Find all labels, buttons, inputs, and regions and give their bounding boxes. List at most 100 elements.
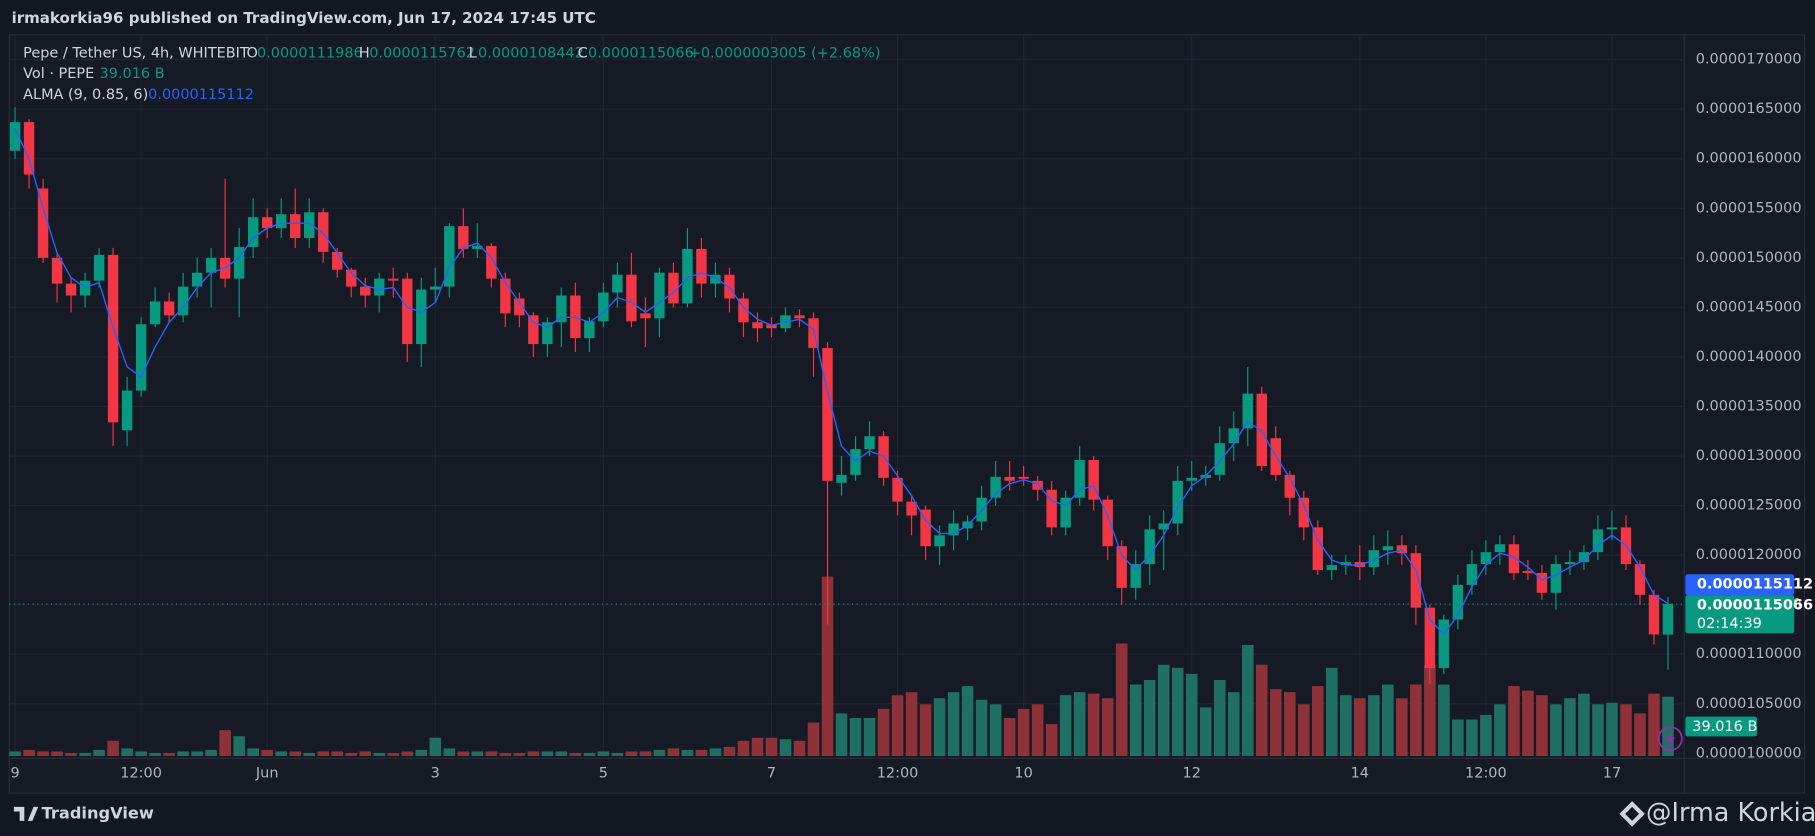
candle-body	[1508, 544, 1520, 573]
candle-body	[346, 269, 357, 287]
candle-body	[500, 278, 511, 314]
publish-info: irmakorkia96 published on TradingView.co…	[12, 9, 596, 27]
legend-high: 0.0000115762	[369, 45, 475, 61]
y-tick-label: 0.0000125000	[1696, 498, 1802, 514]
volume-bar	[891, 695, 904, 756]
y-tick-label: 0.0000105000	[1696, 696, 1802, 712]
y-tick-label: 0.0000170000	[1696, 52, 1802, 68]
volume-bar	[1227, 692, 1240, 756]
candle-body	[598, 292, 609, 322]
volume-bar	[1213, 679, 1226, 756]
candle-body	[1284, 474, 1295, 498]
volume-bar	[415, 749, 428, 756]
volume-bar	[765, 737, 778, 756]
volume-bar	[1059, 695, 1072, 756]
volume-bar	[1283, 692, 1296, 756]
candle-body	[1662, 604, 1674, 635]
candle-body	[906, 501, 917, 516]
volume-bar	[1171, 667, 1184, 756]
volume-bar	[37, 751, 49, 756]
countdown: 02:14:39	[1697, 616, 1762, 632]
volume-bar	[1354, 698, 1366, 756]
candle-body	[177, 286, 189, 316]
volume-bar	[121, 748, 133, 756]
volume-bar	[1143, 679, 1156, 756]
volume-bar	[807, 722, 820, 756]
volume-bar	[779, 739, 792, 756]
volume-bar	[905, 692, 918, 756]
candle-body	[486, 245, 497, 279]
volume-bar	[1410, 684, 1422, 756]
volume-bar	[1522, 690, 1534, 756]
legend-change: +0.0000003005 (+2.68%)	[689, 45, 881, 61]
volume-bar	[709, 748, 722, 756]
volume-bar	[443, 748, 456, 756]
candle-body	[275, 214, 287, 229]
y-tick-label: 0.0000120000	[1696, 547, 1802, 563]
candle-body	[1242, 393, 1253, 429]
candle-body	[1494, 544, 1506, 553]
candle-body	[1564, 562, 1576, 565]
candle-body	[1102, 499, 1113, 547]
volume-bar	[1017, 708, 1030, 756]
volume-bar	[1340, 695, 1352, 756]
volume-bar	[1592, 704, 1604, 756]
candle-body	[360, 286, 371, 296]
candle-body	[1424, 607, 1436, 669]
volume-bar	[23, 749, 35, 756]
candle-body	[920, 509, 931, 547]
volume-bar	[1003, 717, 1016, 756]
volume-title: Vol · PEPE	[23, 66, 94, 82]
candle-body	[261, 217, 273, 229]
volume-bar	[1185, 673, 1198, 756]
candle-body	[65, 283, 77, 296]
volume-bar	[1101, 698, 1114, 756]
volume-bar	[1634, 713, 1646, 756]
volume-bar	[989, 704, 1002, 756]
volume-bar	[51, 751, 63, 756]
volume-bar	[863, 717, 876, 756]
candle-body	[724, 274, 735, 299]
volume-bar	[485, 751, 498, 756]
volume-bar	[1297, 704, 1310, 756]
brand: TradingView	[42, 803, 154, 822]
candle-body	[1340, 562, 1352, 566]
candle-body	[402, 278, 413, 345]
close-tag-text: 0.0000115066	[1697, 598, 1813, 614]
candle-body	[626, 274, 637, 322]
volume-bar	[1648, 693, 1660, 756]
y-tick-label: 0.0000135000	[1696, 398, 1802, 414]
legend-letter: H	[359, 45, 370, 61]
volume-bars	[9, 576, 1674, 756]
candle-body	[1326, 565, 1338, 571]
volume-bar	[149, 752, 161, 756]
candle-body	[233, 246, 245, 279]
alert-icon[interactable]	[1657, 726, 1683, 752]
candle-body	[107, 254, 119, 423]
candle-body	[1438, 619, 1450, 669]
volume-bar	[737, 740, 750, 756]
volume-bar	[1536, 695, 1548, 756]
candle-body	[1228, 428, 1239, 444]
volume-bar	[1199, 707, 1212, 756]
y-tick-label: 0.0000140000	[1696, 349, 1802, 365]
volume-bar	[877, 708, 890, 756]
candle-body	[1368, 550, 1380, 568]
candle-body	[163, 301, 175, 316]
volume-bar	[65, 752, 77, 756]
x-tick-label: 9	[10, 765, 19, 781]
volume-bar	[317, 751, 330, 756]
candle-body	[1480, 552, 1492, 565]
volume-bar	[583, 752, 596, 756]
alert-bolt	[1665, 730, 1675, 748]
volume-bar	[1550, 704, 1562, 756]
close-tag	[1685, 595, 1795, 634]
candle-body	[1550, 564, 1562, 593]
alma-title: ALMA (9, 0.85, 6)	[23, 87, 148, 103]
y-tick-label: 0.0000130000	[1696, 448, 1802, 464]
candle-body	[93, 254, 105, 281]
candle-body	[668, 272, 679, 304]
candle-body	[205, 257, 217, 273]
volume-bar	[751, 737, 764, 756]
candle-body	[1018, 476, 1029, 479]
